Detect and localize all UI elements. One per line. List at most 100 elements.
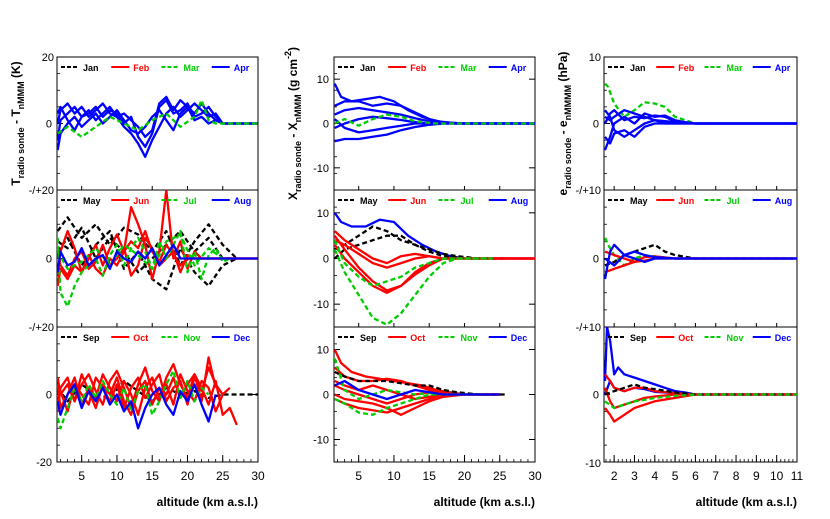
- series-line-may: [334, 234, 507, 260]
- legend-label: May: [83, 196, 101, 206]
- series-line-apr: [334, 106, 535, 125]
- series-line-jul: [57, 229, 231, 308]
- x-tick-label: 10: [770, 469, 784, 483]
- series-line-oct: [604, 387, 797, 410]
- y-axis-label: Tradio sonde - TnMMM (K): [9, 61, 26, 185]
- series-group: [57, 190, 258, 308]
- y-axis-label-part: radio sonde: [16, 127, 26, 178]
- series-line-aug: [334, 212, 535, 260]
- y-axis-label-part: (K): [9, 61, 23, 81]
- series-line-oct: [334, 349, 500, 396]
- series-group: [334, 212, 535, 326]
- x-tick-label: 5: [78, 469, 85, 483]
- series-line-aug: [57, 243, 258, 273]
- y-tick-label: 0: [323, 119, 329, 131]
- legend-label: Nov: [727, 333, 744, 343]
- series-line-oct: [334, 393, 500, 416]
- series-line-sep: [334, 370, 507, 396]
- chart-panel-temperature-3: -20 0 -/+20 Sep Oct Nov Dec: [29, 322, 259, 469]
- legend-label: Jul: [461, 196, 474, 206]
- series-group: [57, 95, 258, 158]
- x-tick-label: 20: [181, 469, 195, 483]
- legend-label: Nov: [184, 333, 201, 343]
- x-tick-label: 3: [631, 469, 638, 483]
- y-axis-label-part: -2: [283, 51, 293, 59]
- legend: Jan Feb Mar Apr: [608, 63, 791, 73]
- y-tick-label: 0: [46, 254, 52, 266]
- x-tick-label: 25: [493, 469, 507, 483]
- x-axis-label: altitude (km a.s.l.): [434, 495, 535, 509]
- y-axis-label-part: (hPa): [556, 52, 570, 85]
- series-line-mar: [57, 99, 258, 138]
- y-tick-label: 0: [593, 119, 599, 131]
- x-tick-label: 15: [146, 469, 160, 483]
- legend: May Jun Jul Aug: [61, 196, 251, 206]
- series-line-nov: [57, 369, 210, 430]
- x-tick-label: 5: [355, 469, 362, 483]
- legend-label: Sep: [360, 333, 377, 343]
- panel-top-label: 10: [589, 52, 601, 64]
- x-tick-label: 9: [753, 469, 760, 483]
- y-tick-label: -10: [313, 163, 329, 175]
- x-tick-label: 30: [251, 469, 265, 483]
- y-tick-label: 0: [323, 254, 329, 266]
- chart-panel-vapor-pressure-3: 0 -/+10 -10 Sep Oct Nov Dec: [576, 322, 798, 470]
- x-tick-label: 6: [692, 469, 699, 483]
- chart-panel-water-vapor-3: -10 0 10 Sep Oct Nov Dec: [313, 326, 536, 463]
- legend-label: Jul: [184, 196, 197, 206]
- x-tick-label: 8: [733, 469, 740, 483]
- x-axis-label: altitude (km a.s.l.): [157, 495, 258, 509]
- series-line-oct: [57, 373, 231, 416]
- series-line-apr: [604, 122, 797, 145]
- x-tick-label: 11: [791, 469, 804, 483]
- y-tick-label: 10: [317, 345, 329, 357]
- y-axis-label-part: T: [9, 178, 23, 186]
- series-line-may: [604, 243, 797, 267]
- y-tick-label: -10: [313, 435, 329, 447]
- legend-label: Jan: [83, 63, 99, 73]
- y-axis-label-part: nMMM: [16, 81, 26, 109]
- legend-label: Nov: [461, 333, 478, 343]
- x-tick-label: 10: [110, 469, 124, 483]
- y-axis-label-part: - e: [556, 120, 570, 138]
- legend-label: Aug: [775, 196, 793, 206]
- chart-panel-water-vapor-2: -10 0 10 May Jun Jul Aug: [313, 189, 536, 328]
- y-axis-label-part: - T: [9, 109, 23, 128]
- chart-panel-vapor-pressure-2: 0 -/+10 May Jun Jul Aug: [576, 185, 798, 328]
- x-tick-label: 5: [672, 469, 679, 483]
- legend-label: Jun: [678, 196, 694, 206]
- y-tick-label: -20: [36, 457, 52, 469]
- y-axis-label-part: (g cm: [286, 59, 300, 94]
- x-tick-label: 20: [458, 469, 472, 483]
- legend-label: Sep: [630, 333, 647, 343]
- series-line-mar: [334, 113, 535, 127]
- x-tick-label: 7: [712, 469, 719, 483]
- legend-label: Feb: [410, 63, 427, 73]
- legend-label: Oct: [678, 333, 693, 343]
- y-axis-label-part: e: [556, 188, 570, 195]
- series-line-apr: [57, 105, 258, 151]
- legend: Sep Oct Nov Dec: [608, 333, 791, 343]
- series-line-jul: [334, 239, 493, 288]
- y-tick-label: -10: [313, 299, 329, 311]
- panel-top-label: -/+20: [29, 185, 54, 197]
- legend-label: Apr: [775, 63, 791, 73]
- panel-top-label: 20: [42, 52, 54, 64]
- series-line-may: [57, 229, 238, 291]
- series-line-may: [57, 226, 237, 274]
- legend: Sep Oct Nov Dec: [338, 333, 527, 343]
- legend-label: Sep: [83, 333, 100, 343]
- legend-label: Feb: [678, 63, 695, 73]
- legend-label: Oct: [133, 333, 148, 343]
- legend: May Jun Jul Aug: [338, 196, 528, 206]
- x-tick-label: 15: [423, 469, 437, 483]
- series-group: [57, 356, 258, 430]
- x-axis-label: altitude (km a.s.l.): [696, 495, 797, 509]
- y-tick-label: 0: [323, 390, 329, 402]
- chart-panel-water-vapor-1: -10 0 10 Jan Feb Mar Apr: [313, 56, 536, 191]
- y-axis-label-part: radio sonde: [293, 141, 303, 192]
- series-group: [604, 82, 797, 151]
- y-axis-label-part: nMMM: [293, 94, 303, 122]
- legend-label: Aug: [511, 196, 529, 206]
